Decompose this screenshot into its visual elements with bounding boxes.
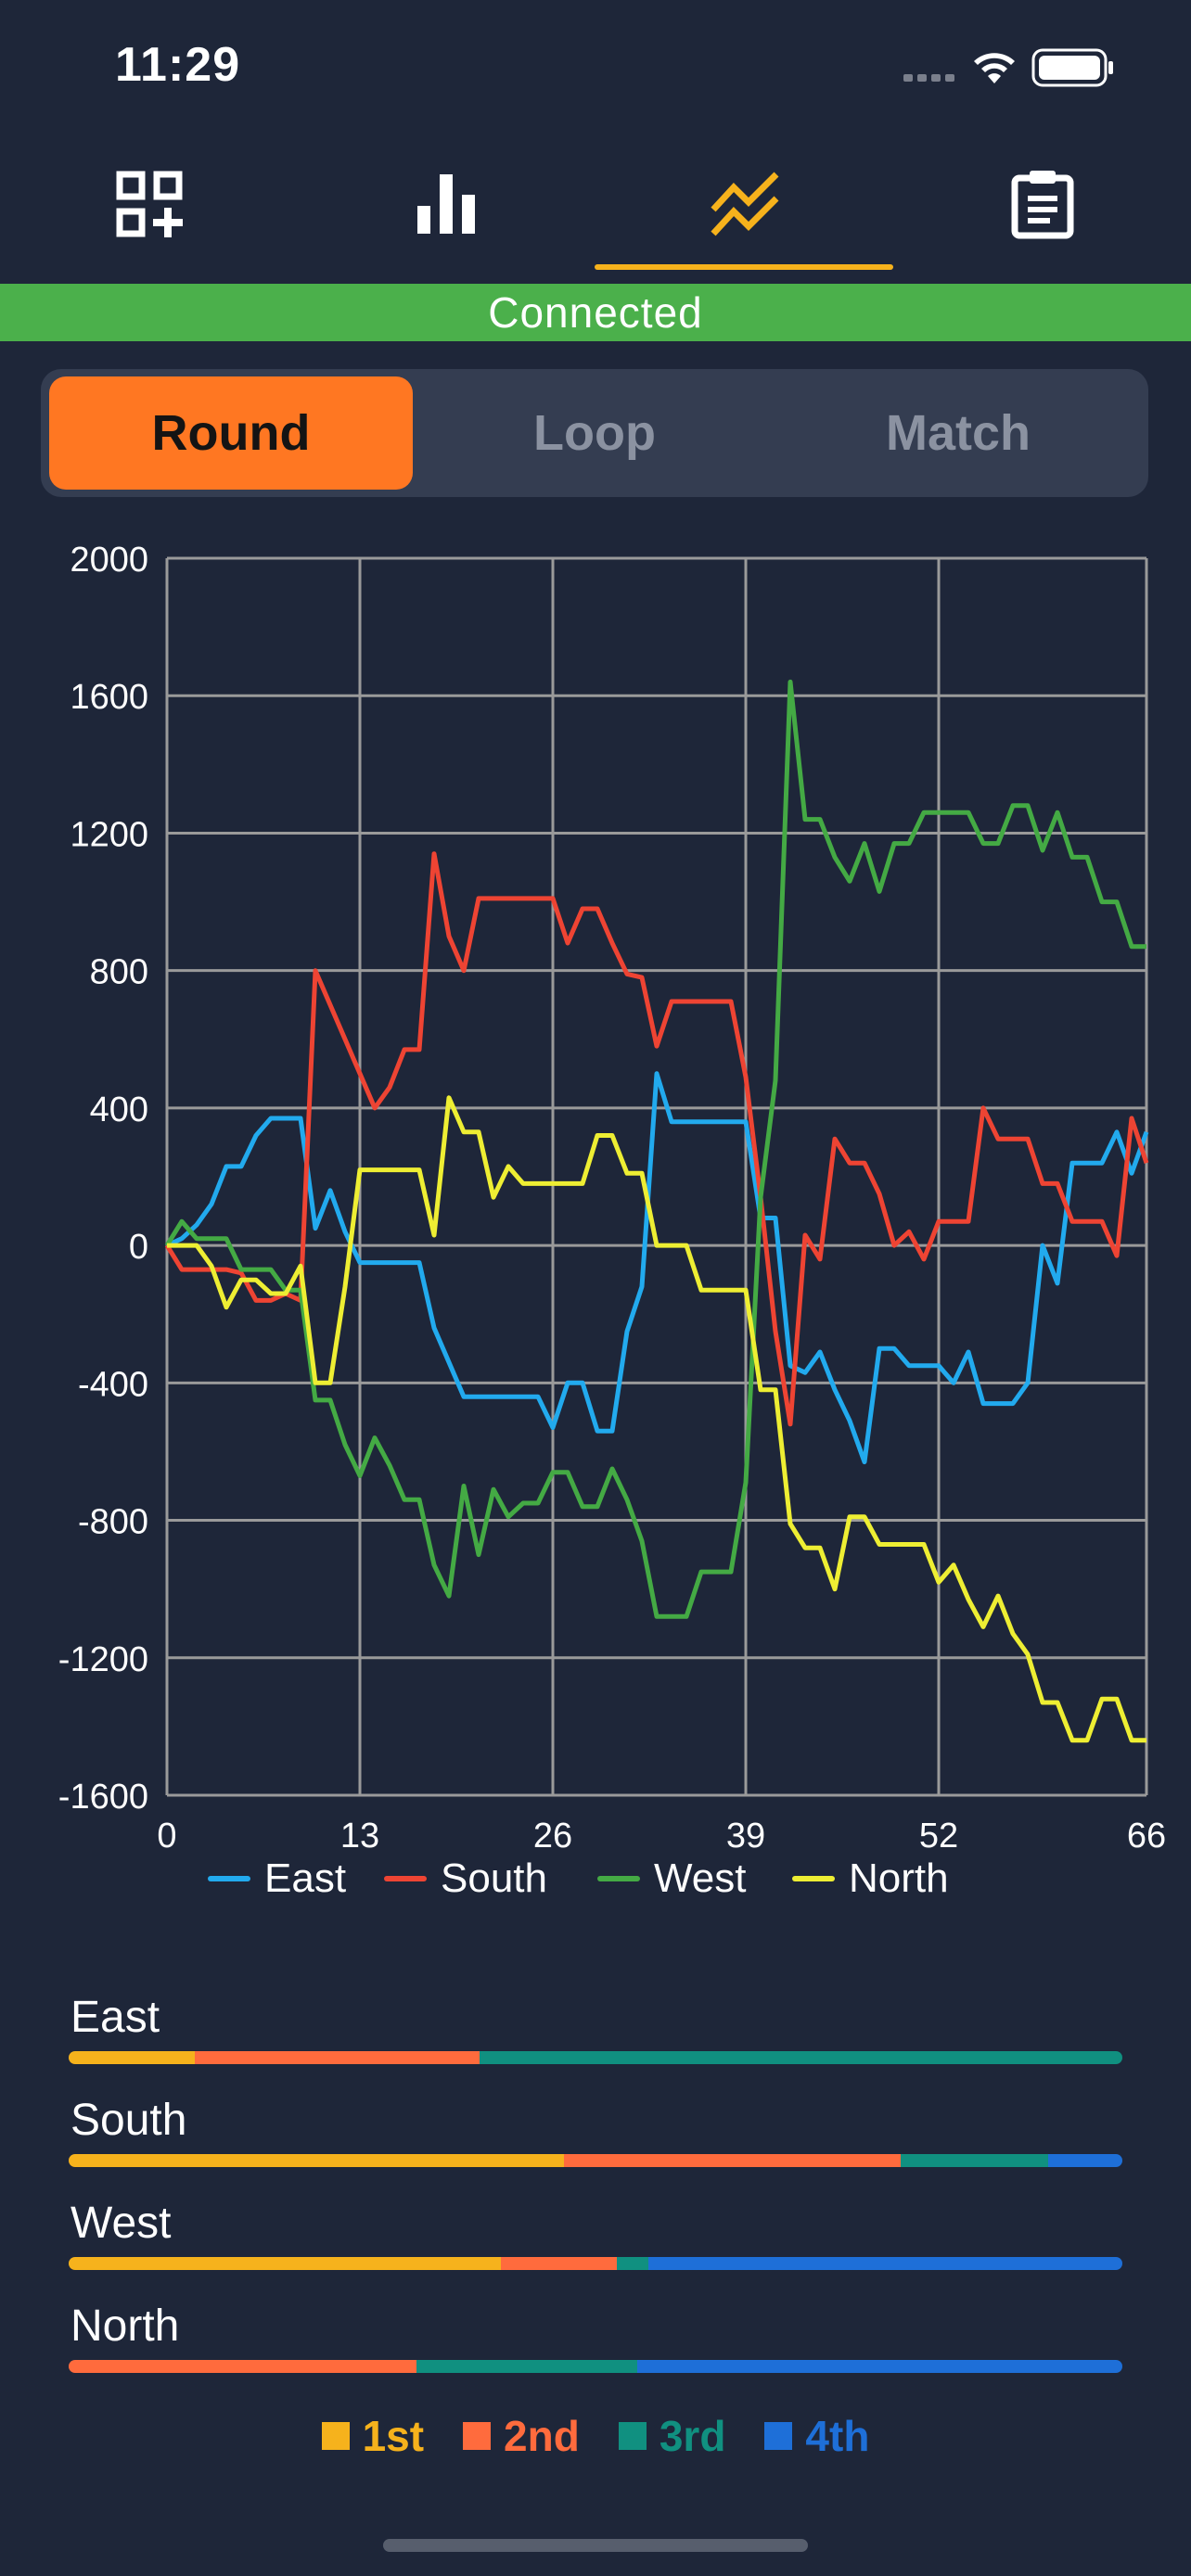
placement-segment-third xyxy=(480,2051,1122,2064)
placement-segment-third xyxy=(616,2257,648,2270)
series-line-west xyxy=(164,679,1146,1619)
rank-legend: 1st 2nd 3rd 4th xyxy=(0,2411,1191,2461)
tab-score-trend[interactable] xyxy=(596,139,893,269)
placement-bar xyxy=(69,2360,1122,2373)
y-tick-label: 2000 xyxy=(70,541,148,580)
top-tab-bar xyxy=(0,139,1191,270)
placement-segment-first xyxy=(69,2257,501,2270)
y-tick-label: -800 xyxy=(78,1503,148,1542)
battery-icon xyxy=(1031,48,1113,87)
series-line-north xyxy=(167,1095,1146,1743)
placement-segment-first xyxy=(69,2051,196,2064)
period-segmented-control: Round Loop Match xyxy=(41,369,1148,497)
x-tick-label: 39 xyxy=(726,1817,765,1855)
rank-legend-third: 3rd xyxy=(618,2411,726,2461)
placement-player-name: North xyxy=(70,2302,180,2351)
wifi-icon xyxy=(974,53,1015,83)
placement-segment-second xyxy=(69,2360,416,2373)
placement-segment-fourth xyxy=(637,2360,1122,2373)
rank-legend-fourth: 4th xyxy=(764,2411,869,2461)
tab-statistics[interactable] xyxy=(298,139,596,269)
rank-third-label: 3rd xyxy=(659,2412,726,2460)
grid-plus-icon xyxy=(116,171,183,237)
rank-first-swatch xyxy=(321,2422,350,2450)
y-tick-label: 400 xyxy=(90,1090,148,1129)
y-tick-label: 1600 xyxy=(70,678,148,717)
clipboard-icon xyxy=(1011,171,1073,239)
placement-bar xyxy=(69,2051,1122,2064)
y-tick-label: -1600 xyxy=(58,1778,148,1817)
rank-fourth-label: 4th xyxy=(805,2412,870,2460)
home-indicator xyxy=(383,2539,808,2552)
status-time: 11:29 xyxy=(115,38,241,92)
y-tick-label: 0 xyxy=(129,1228,148,1267)
legend-label-east: East xyxy=(264,1855,346,1901)
placement-row-west: West xyxy=(69,2190,1122,2293)
status-bar: 11:29 xyxy=(0,0,1191,130)
series-line-east xyxy=(165,1071,1149,1465)
x-tick-label: 66 xyxy=(1127,1817,1166,1855)
placement-segment-third xyxy=(416,2360,638,2373)
score-line-chart: 0 13 26 39 52 66 2000 1600 1200 800 400 0 -400 -800 -1… xyxy=(58,541,1166,1901)
tab-records[interactable] xyxy=(893,139,1191,269)
legend-label-west: West xyxy=(654,1855,746,1901)
segment-match[interactable]: Match xyxy=(885,405,1031,461)
x-tick-label: 52 xyxy=(919,1817,958,1855)
y-tick-label: -1200 xyxy=(58,1640,148,1679)
placement-bar xyxy=(69,2154,1122,2167)
legend-label-north: North xyxy=(849,1855,949,1901)
status-icons xyxy=(903,48,1113,87)
placement-segment-second xyxy=(195,2051,480,2064)
rank-second-label: 2nd xyxy=(504,2412,580,2460)
placement-segment-second xyxy=(563,2154,902,2167)
placement-row-north: North xyxy=(69,2293,1122,2396)
placement-player-name: East xyxy=(70,1993,160,2042)
tab-add-game[interactable] xyxy=(0,139,298,269)
legend-label-south: South xyxy=(441,1855,547,1901)
series-line-south xyxy=(164,851,1149,1427)
segment-loop[interactable]: Loop xyxy=(533,405,656,461)
placement-segment-fourth xyxy=(647,2257,1122,2270)
rank-first-label: 1st xyxy=(362,2412,425,2460)
connection-status-banner: Connected xyxy=(0,284,1191,341)
rank-legend-second: 2nd xyxy=(463,2411,580,2461)
trend-lines-icon xyxy=(710,172,778,236)
placement-segment-first xyxy=(69,2154,564,2167)
x-tick-label: 26 xyxy=(533,1817,572,1855)
cellular-signal-icon xyxy=(903,74,954,82)
placement-bar xyxy=(69,2257,1122,2270)
rank-fourth-swatch xyxy=(764,2422,793,2450)
x-tick-label: 0 xyxy=(157,1817,176,1855)
placement-player-name: West xyxy=(70,2199,172,2248)
y-tick-label: -400 xyxy=(78,1365,148,1404)
placement-row-east: East xyxy=(69,1984,1122,2087)
placement-player-name: South xyxy=(70,2096,187,2145)
rank-third-swatch xyxy=(618,2422,647,2450)
y-tick-label: 800 xyxy=(90,953,148,992)
y-tick-label: 1200 xyxy=(70,815,148,854)
placement-distribution: East South West North xyxy=(69,1984,1122,2396)
placement-segment-fourth xyxy=(1048,2154,1122,2167)
bar-chart-icon xyxy=(416,174,475,234)
rank-legend-first: 1st xyxy=(321,2411,425,2461)
segment-round[interactable]: Round xyxy=(49,376,413,490)
placement-row-south: South xyxy=(69,2087,1122,2190)
rank-second-swatch xyxy=(463,2422,492,2450)
x-tick-label: 13 xyxy=(340,1817,379,1855)
active-tab-indicator xyxy=(595,264,893,270)
placement-segment-third xyxy=(901,2154,1049,2167)
placement-segment-second xyxy=(500,2257,617,2270)
